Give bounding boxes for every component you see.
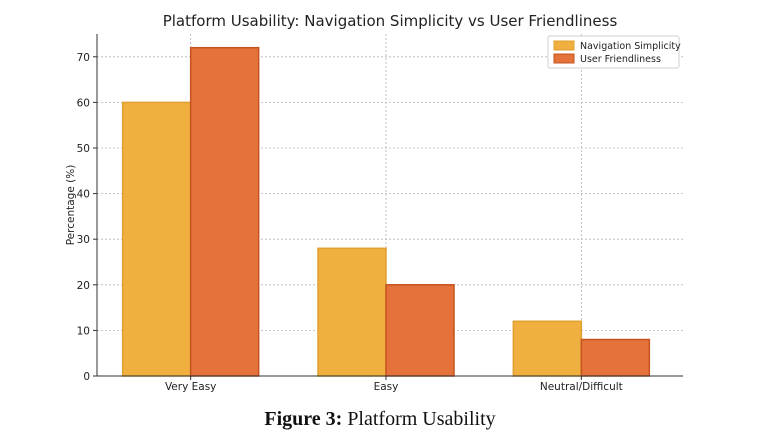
y-tick-label: 10 (77, 325, 90, 337)
bar-chart: 0 10 20 30 40 50 60 70 Very Easy Easy Neutral/Diff… (65, 12, 683, 393)
legend-swatch (553, 53, 575, 64)
bars (121, 46, 651, 377)
caption-text: Platform Usability (342, 408, 496, 430)
legend-swatch (553, 40, 575, 51)
bar-user-friendliness (189, 46, 260, 377)
y-tick-label: 30 (77, 234, 90, 246)
x-tick-label: Neutral/Difficult (540, 381, 623, 393)
tick-labels: 0 10 20 30 40 50 60 70 Very Easy Easy Neutral/Diff… (77, 52, 623, 393)
legend-label: Navigation Simplicity (580, 41, 681, 52)
y-tick-label: 0 (83, 371, 90, 383)
figure-caption: Figure 3: Platform Usability (0, 408, 760, 431)
bar-navigation-simplicity (512, 320, 583, 377)
y-tick-label: 40 (77, 189, 90, 201)
caption-label: Figure 3: (264, 408, 343, 430)
y-tick-label: 60 (77, 97, 90, 109)
x-tick-label: Very Easy (165, 381, 216, 393)
y-axis-label: Percentage (%) (65, 165, 77, 246)
legend: Navigation Simplicity User Friendliness (547, 35, 681, 69)
axes (93, 34, 683, 380)
legend-box (547, 35, 680, 69)
chart-title: Platform Usability: Navigation Simplicit… (163, 12, 618, 30)
x-tick-label: Easy (374, 381, 399, 393)
bar-user-friendliness (385, 284, 455, 377)
y-tick-label: 20 (77, 280, 90, 292)
bar-user-friendliness (580, 338, 651, 377)
bar-navigation-simplicity (317, 247, 387, 377)
y-tick-label: 70 (77, 52, 90, 64)
y-tick-label: 50 (77, 143, 90, 155)
legend-label: User Friendliness (580, 54, 661, 65)
bar-navigation-simplicity (121, 101, 192, 377)
